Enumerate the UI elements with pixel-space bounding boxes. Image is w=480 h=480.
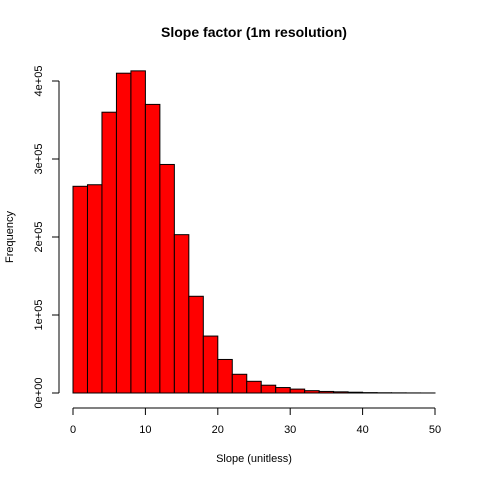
histogram-bar xyxy=(144,103,161,394)
y-tick-label: 3e+05 xyxy=(33,144,45,175)
histogram-bar xyxy=(333,391,349,394)
x-axis: 0 10 20 30 40 50 xyxy=(70,407,441,436)
x-tick-label: 30 xyxy=(284,424,296,436)
x-axis-label: Slope (unitless) xyxy=(216,453,292,465)
y-tick-label: 2e+05 xyxy=(33,222,45,253)
x-tick-label: 10 xyxy=(139,424,151,436)
y-tick-label: 4e+05 xyxy=(33,66,45,97)
y-axis-label: Frequency xyxy=(4,211,16,263)
histogram-bar xyxy=(275,387,291,394)
x-tick-label: 40 xyxy=(356,424,368,436)
bars-group xyxy=(72,70,436,394)
y-axis: 0e+00 1e+05 2e+05 3e+05 4e+05 xyxy=(33,66,60,409)
histogram-bar xyxy=(260,384,277,394)
histogram-bar xyxy=(159,163,175,394)
histogram-bar xyxy=(101,111,117,394)
histogram-bar xyxy=(246,380,262,394)
chart-title: Slope factor (1m resolution) xyxy=(161,24,347,40)
histogram-bar xyxy=(318,390,335,394)
y-tick-label: 1e+05 xyxy=(33,300,45,331)
histogram-bar xyxy=(173,234,190,394)
histogram-bar xyxy=(217,358,233,394)
histogram-bar xyxy=(86,184,103,394)
histogram-bar xyxy=(304,390,320,394)
x-tick-label: 0 xyxy=(70,424,76,436)
histogram-bar xyxy=(72,185,88,394)
x-tick-label: 50 xyxy=(429,424,441,436)
histogram-bar xyxy=(130,70,146,394)
histogram-bar xyxy=(188,295,204,394)
x-tick-label: 20 xyxy=(212,424,224,436)
histogram-bar xyxy=(289,388,306,394)
histogram-bar xyxy=(231,373,248,394)
histogram-bar xyxy=(347,391,364,394)
histogram-bar xyxy=(202,335,219,394)
histogram-bar xyxy=(115,72,132,394)
y-tick-label: 0e+00 xyxy=(33,378,45,409)
